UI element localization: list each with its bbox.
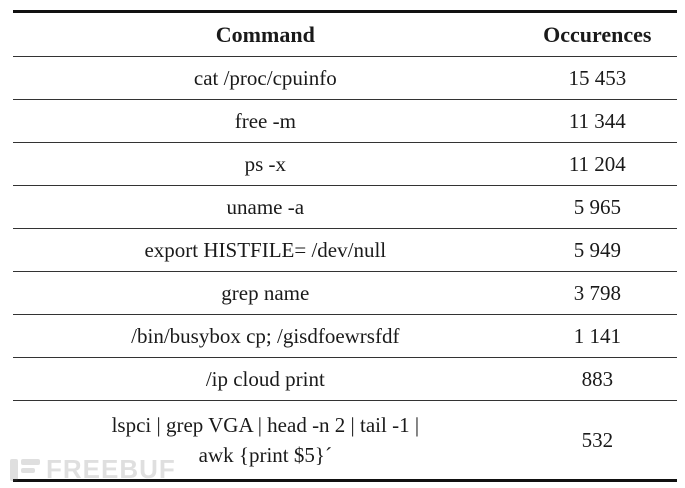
cell-occurences: 3 798 [517, 271, 677, 315]
data-table: Command Occurences cat /proc/cpuinfo 15 … [13, 13, 677, 479]
table-row: uname -a 5 965 [13, 185, 677, 229]
table-row: grep name 3 798 [13, 271, 677, 315]
table-header-row: Command Occurences [13, 13, 677, 57]
cell-command: /bin/busybox cp; /gisdfoewrsfdf [13, 314, 518, 358]
cell-command-line-2: awk {print $5}´ [198, 443, 332, 467]
cell-occurences: 11 204 [517, 142, 677, 186]
cell-command-line-1: lspci | grep VGA | head -n 2 | tail -1 | [111, 412, 420, 437]
cell-command: ps -x [13, 142, 518, 186]
cell-occurences: 532 [581, 427, 614, 452]
cell-command: uname -a [13, 185, 518, 229]
table-row: /bin/busybox cp; /gisdfoewrsfdf 1 141 [13, 314, 677, 358]
table-top-rule [13, 10, 677, 13]
cell-occurences: 11 344 [517, 99, 677, 143]
cell-occurences: 1 141 [517, 314, 677, 358]
cell-command: export HISTFILE= /dev/null [13, 228, 518, 272]
cell-occurences: 15 453 [517, 56, 677, 100]
cell-occurences: 5 949 [517, 228, 677, 272]
table-row: ps -x 11 204 [13, 142, 677, 186]
cell-command: /ip cloud print [13, 357, 518, 401]
cell-command: cat /proc/cpuinfo [13, 56, 518, 100]
table-row: /ip cloud print 883 [13, 357, 677, 401]
table-row: free -m 11 344 [13, 99, 677, 143]
cell-command: lspci | grep VGA | head -n 2 | tail -1 |… [13, 401, 518, 480]
table-row: export HISTFILE= /dev/null 5 949 [13, 228, 677, 272]
table-row: cat /proc/cpuinfo 15 453 [13, 56, 677, 100]
header-occurences: Occurences [517, 13, 677, 57]
cell-command: grep name [13, 271, 518, 315]
cell-occurences: 883 [517, 357, 677, 401]
command-occurrence-table: Command Occurences cat /proc/cpuinfo 15 … [13, 10, 677, 482]
header-command: Command [13, 13, 518, 57]
cell-occurences: 5 965 [517, 185, 677, 229]
cell-command: free -m [13, 99, 518, 143]
table-bottom-rule [13, 479, 677, 482]
table-row: lspci | grep VGA | head -n 2 | tail -1 |… [13, 401, 677, 480]
